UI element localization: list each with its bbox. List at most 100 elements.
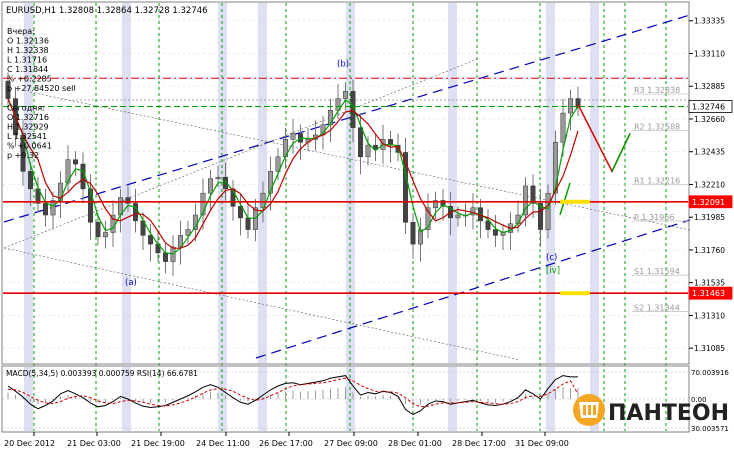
candle-body (260, 192, 266, 208)
session-band (448, 3, 457, 363)
info-line: Сегодня: (7, 104, 45, 113)
candle-body (43, 203, 48, 216)
level-highlight (560, 199, 590, 204)
candle-body (125, 197, 131, 204)
candle-body (530, 185, 536, 204)
candle-body (88, 188, 93, 223)
candle-body (223, 176, 228, 190)
time-label: 24 Dec 11:00 (196, 439, 250, 448)
price-badge-label: 1.31463 (692, 289, 725, 298)
axis-tick-label: 1.32435 (694, 148, 725, 157)
info-line: L 1.32541 (7, 132, 47, 141)
info-line: H 1.32929 (7, 123, 49, 132)
pivot-labels: R3 1.32838 R2 1.32588 R1 1.32216 P 1.31966 S… (632, 86, 688, 312)
candle-body (245, 217, 251, 230)
pivot-label: R3 1.32838 (634, 86, 680, 95)
trend-line (3, 57, 481, 249)
info-line: O 1.32716 (7, 113, 49, 122)
channel-upper-line (3, 14, 691, 223)
candle-body (238, 206, 243, 219)
price-badge (688, 286, 733, 300)
price-badge (688, 100, 733, 113)
candle-body (208, 178, 213, 194)
candle-body (148, 235, 153, 245)
candle-body (58, 182, 63, 201)
info-line: H 1.32338 (7, 46, 49, 55)
candle-body (350, 91, 356, 128)
candle-body (275, 156, 281, 172)
info-line: O 1.32136 (7, 37, 49, 46)
candle-body (28, 171, 33, 190)
indicator-tick-label: 70.003916 (691, 369, 729, 377)
candle-body (73, 159, 78, 165)
pivot-label: R2 1.32588 (634, 122, 680, 131)
projection-green-line (559, 182, 571, 216)
wave-label: (b) (337, 60, 349, 70)
time-label: 21 Dec 03:00 (67, 439, 121, 448)
indicator-tick-label: 0.00 (691, 396, 707, 404)
info-line: Вчера: (7, 27, 35, 36)
candle-body (328, 109, 333, 126)
axis-tick-label: 1.33110 (694, 49, 725, 58)
ma-slow-line (7, 98, 579, 249)
axis-tick-label: 1.31760 (694, 246, 725, 255)
time-axis: 20 Dec 2012 21 Dec 03:00 21 Dec 19:00 24 De… (4, 432, 569, 448)
pivot-label: R1 1.32216 (634, 177, 680, 186)
axis-tick-label: 1.33335 (694, 17, 725, 26)
candle-body (365, 144, 371, 158)
candle-body (290, 133, 296, 140)
indicator-title: MACD(5,34,5) 0.003393 0.000759 RSI(14) 6… (6, 369, 198, 378)
wave-label: (c) (546, 253, 557, 263)
session-band (546, 367, 555, 431)
session-band (590, 3, 599, 363)
wave-label: [iv] (546, 266, 560, 276)
price-panel-frame (1, 1, 690, 365)
wave-labels: (a) (b) (c) [iv] (125, 60, 560, 288)
candle-body (433, 200, 438, 208)
time-label: 31 Dec 09:00 (515, 439, 569, 448)
axis-tick-label: 1.32885 (694, 82, 725, 91)
candle-body (410, 222, 416, 245)
wave-label: (a) (125, 278, 137, 288)
macd-line (7, 375, 578, 416)
candle-body (553, 142, 558, 194)
horizontal-levels (3, 77, 688, 296)
axis-tick-label: 1.31085 (694, 344, 725, 353)
candle-body (455, 214, 461, 219)
time-label: 26 Dec 17:00 (259, 439, 313, 448)
trend-line (3, 247, 521, 361)
logo-text: ПАНТЕОН (608, 401, 729, 426)
pivot-label: S1 1.31594 (634, 267, 680, 276)
price-badge-label: 1.32091 (692, 198, 725, 207)
time-label: 20 Dec 2012 (4, 439, 55, 448)
candle-body (200, 192, 206, 216)
candle-body (568, 98, 573, 114)
candle-body (493, 229, 498, 236)
candle-body (440, 200, 446, 207)
pivot-label: P 1.31966 (634, 213, 674, 222)
axis-tick-label: 1.31535 (694, 279, 725, 288)
candle-body (215, 176, 221, 179)
info-line: C 1.31844 (7, 65, 48, 74)
indicator-panel: MACD(5,34,5) 0.003393 0.000759 RSI(14) 6… (3, 369, 729, 433)
candle-body (485, 220, 491, 230)
candle-body (403, 152, 408, 223)
price-axis: 1.33335 1.33110 1.32885 1.32660 1.32435 1.322… (689, 17, 725, 353)
time-label: 27 Dec 09:00 (324, 439, 378, 448)
candle-body (358, 127, 363, 158)
time-label: 28 Dec 01:00 (388, 439, 442, 448)
candle-body (560, 112, 566, 143)
candle-body (133, 203, 138, 222)
axis-tick-label: 1.31310 (694, 311, 725, 320)
signal-line (7, 377, 579, 408)
info-line: p +27.84520 sell (7, 84, 76, 93)
channel-lines (3, 14, 691, 361)
candle-body (50, 200, 56, 216)
info-line: % +0.2285 (7, 75, 52, 84)
axis-tick-label: 1.31985 (694, 213, 725, 222)
candle-body (538, 203, 543, 230)
grid (3, 3, 688, 431)
logo: ПАНТЕОН (573, 394, 729, 426)
